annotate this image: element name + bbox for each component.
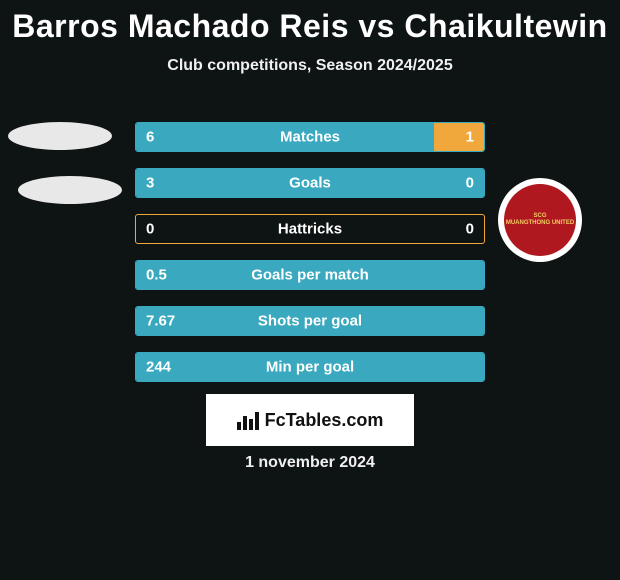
page-title: Barros Machado Reis vs Chaikultewin xyxy=(0,0,620,45)
subtitle: Club competitions, Season 2024/2025 xyxy=(0,57,620,75)
player-photo-placeholder-left-1 xyxy=(18,176,122,204)
stat-label: Hattricks xyxy=(136,221,484,238)
stat-row-min-per-goal: 244Min per goal xyxy=(135,352,485,382)
stat-row-goals: 30Goals xyxy=(135,168,485,198)
brand-chart-icon xyxy=(237,410,261,430)
date-label: 1 november 2024 xyxy=(0,454,620,472)
club-badge-right: SCG MUANGTHONG UNITED xyxy=(498,178,582,262)
stat-label: Goals per match xyxy=(136,267,484,284)
stat-row-goals-per-match: 0.5Goals per match xyxy=(135,260,485,290)
stat-label: Goals xyxy=(136,175,484,192)
stat-label: Min per goal xyxy=(136,359,484,376)
stat-label: Matches xyxy=(136,129,484,146)
stat-row-hattricks: 00Hattricks xyxy=(135,214,485,244)
stat-label: Shots per goal xyxy=(136,313,484,330)
stat-row-shots-per-goal: 7.67Shots per goal xyxy=(135,306,485,336)
player-photo-placeholder-left-0 xyxy=(8,122,112,150)
club-badge-right-inner: SCG MUANGTHONG UNITED xyxy=(504,184,576,256)
brand-box: FcTables.com xyxy=(206,394,414,446)
stats-panel: 61Matches 30Goals 00Hattricks 0.5Goals per … xyxy=(135,122,485,398)
brand-text: FcTables.com xyxy=(265,410,384,431)
stat-row-matches: 61Matches xyxy=(135,122,485,152)
